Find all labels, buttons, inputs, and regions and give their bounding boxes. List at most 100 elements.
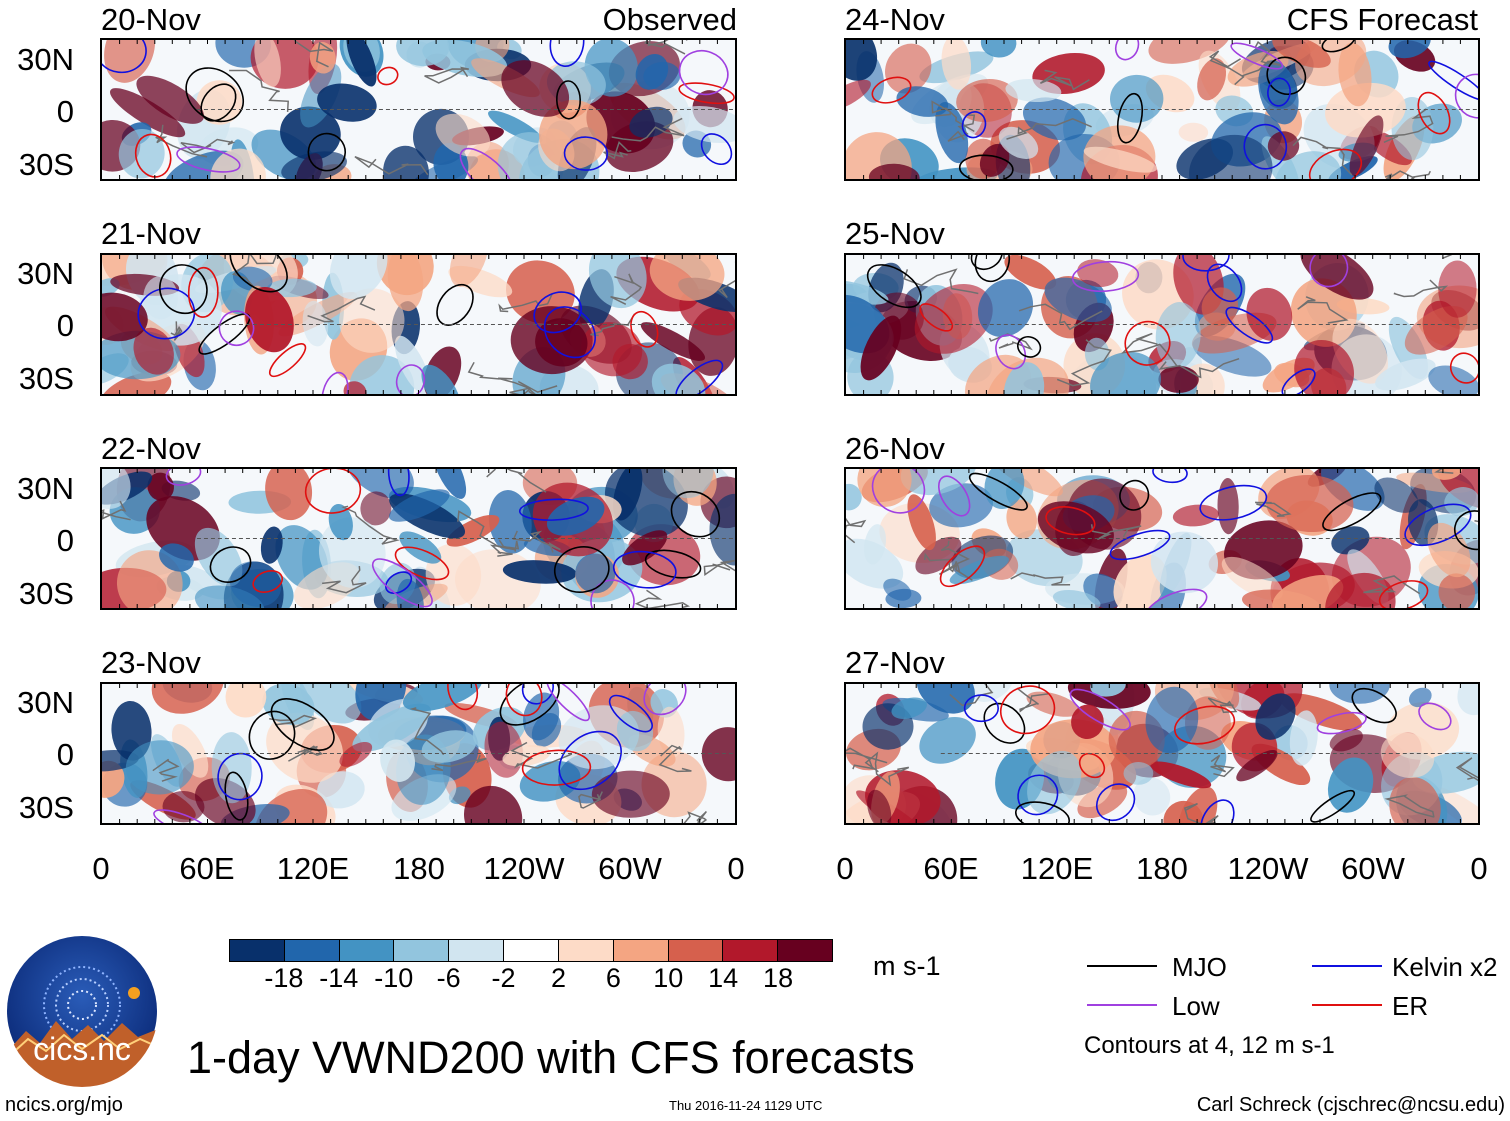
wave-contour <box>1016 335 1042 358</box>
wind-anomaly-blob <box>701 727 735 782</box>
lon-label: 180 <box>393 851 445 886</box>
colorbar-swatch <box>613 940 669 961</box>
legend-label-low: Low <box>1172 991 1220 1021</box>
wind-anomaly-blob <box>1150 531 1218 594</box>
wind-anomaly-blob <box>254 40 281 88</box>
lon-label: 0 <box>727 851 745 886</box>
lon-label: 120W <box>483 851 565 886</box>
wind-anomaly-blob <box>1246 287 1293 341</box>
wind-anomaly-blob <box>941 40 972 90</box>
wind-anomaly-blob <box>1388 40 1431 59</box>
wind-anomaly-blob <box>317 771 365 809</box>
wind-anomaly-blob <box>463 785 523 823</box>
wave-contour <box>1182 255 1230 272</box>
wind-anomaly-blob <box>949 555 1009 585</box>
coastline <box>509 380 558 394</box>
coastline <box>1039 69 1090 91</box>
wave-contour <box>630 310 659 348</box>
wind-anomaly-blob <box>1037 501 1114 554</box>
wave-contour <box>608 694 653 733</box>
wave-contour <box>436 283 474 326</box>
wind-anomaly-blob <box>210 148 266 179</box>
wave-contour <box>134 133 172 178</box>
lon-label: 60W <box>1341 851 1405 886</box>
wind-anomaly-blob <box>1457 684 1478 716</box>
wave-contour <box>1206 263 1243 303</box>
coastline <box>1016 687 1049 713</box>
wave-contour <box>1453 510 1478 551</box>
wind-anomaly-blob <box>329 255 388 300</box>
wave-contour <box>1310 789 1356 823</box>
coastline <box>1090 524 1142 541</box>
colorbar-units: m s-1 <box>873 951 941 981</box>
coastline <box>1121 332 1178 367</box>
footer-url[interactable]: ncics.org/mjo <box>5 1094 123 1116</box>
wave-contour <box>968 472 1028 511</box>
lon-label: 0 <box>836 851 854 886</box>
coastline <box>1384 170 1431 179</box>
lat-label: 0 <box>56 737 74 772</box>
wind-anomaly-blob <box>1026 691 1080 717</box>
wave-contour <box>1321 40 1356 53</box>
coastline <box>1207 697 1238 714</box>
wave-contour <box>1266 56 1307 96</box>
wind-anomaly-blob <box>349 355 415 394</box>
lat-label: 30N <box>17 685 74 720</box>
coastline <box>486 469 547 493</box>
coastline <box>610 273 643 305</box>
coastline <box>1297 296 1349 324</box>
wind-anomaly-blob <box>575 553 616 594</box>
map-panel-forecast-3 <box>844 467 1480 610</box>
wave-contour <box>307 132 347 172</box>
wave-contour <box>670 490 721 538</box>
wind-anomaly-blob <box>1133 777 1171 816</box>
coastline <box>231 255 277 289</box>
coastline <box>489 540 520 557</box>
coastline <box>1018 303 1103 331</box>
wind-anomaly-blob <box>709 493 735 566</box>
coastline <box>1393 279 1449 298</box>
wind-anomaly-blob <box>244 286 294 353</box>
colorbar-tick-label: -14 <box>319 963 359 993</box>
wind-anomaly-blob <box>916 684 975 714</box>
wind-anomaly-blob <box>104 40 156 83</box>
wind-anomaly-blob <box>343 381 367 394</box>
wind-anomaly-blob <box>1375 358 1436 391</box>
wave-contour <box>521 684 554 705</box>
wave-contour <box>1428 60 1478 101</box>
wind-anomaly-blob <box>260 526 283 564</box>
wave-contour <box>1095 783 1136 822</box>
wind-anomaly-blob <box>125 740 194 795</box>
wind-anomaly-blob <box>1327 757 1374 813</box>
coastline <box>643 40 688 55</box>
wave-contour <box>546 684 591 722</box>
wind-anomaly-blob <box>211 732 252 804</box>
wind-anomaly-blob <box>102 371 172 394</box>
wind-anomaly-blob <box>649 255 725 301</box>
wave-contour <box>1109 529 1171 561</box>
wind-anomaly-blob <box>1163 800 1204 823</box>
wave-contour <box>871 469 926 514</box>
panel-date-observed-3: 22-Nov <box>101 431 201 466</box>
wave-contour <box>102 40 147 74</box>
panel-source-observed: Observed <box>602 2 737 37</box>
coastline <box>949 684 994 707</box>
coastline <box>457 510 516 551</box>
wave-contour <box>1418 702 1452 731</box>
wave-contour <box>1200 799 1235 823</box>
lon-label: 120E <box>276 851 350 886</box>
wave-contour <box>1322 492 1382 532</box>
wave-contour <box>1316 711 1367 735</box>
wind-anomaly-blob <box>846 279 889 305</box>
wind-anomaly-blob <box>988 469 1063 497</box>
lon-label: 60W <box>598 851 662 886</box>
wave-contour <box>209 546 252 583</box>
wave-contour <box>1417 91 1451 135</box>
panel-date-forecast-2: 25-Nov <box>845 216 945 251</box>
wind-anomaly-blob <box>956 78 1018 123</box>
wind-anomaly-blob <box>1005 78 1062 103</box>
wave-contour <box>1454 73 1478 119</box>
map-graphic <box>846 684 1478 823</box>
wave-contour <box>675 359 724 394</box>
map-panel-observed-2 <box>100 253 737 396</box>
